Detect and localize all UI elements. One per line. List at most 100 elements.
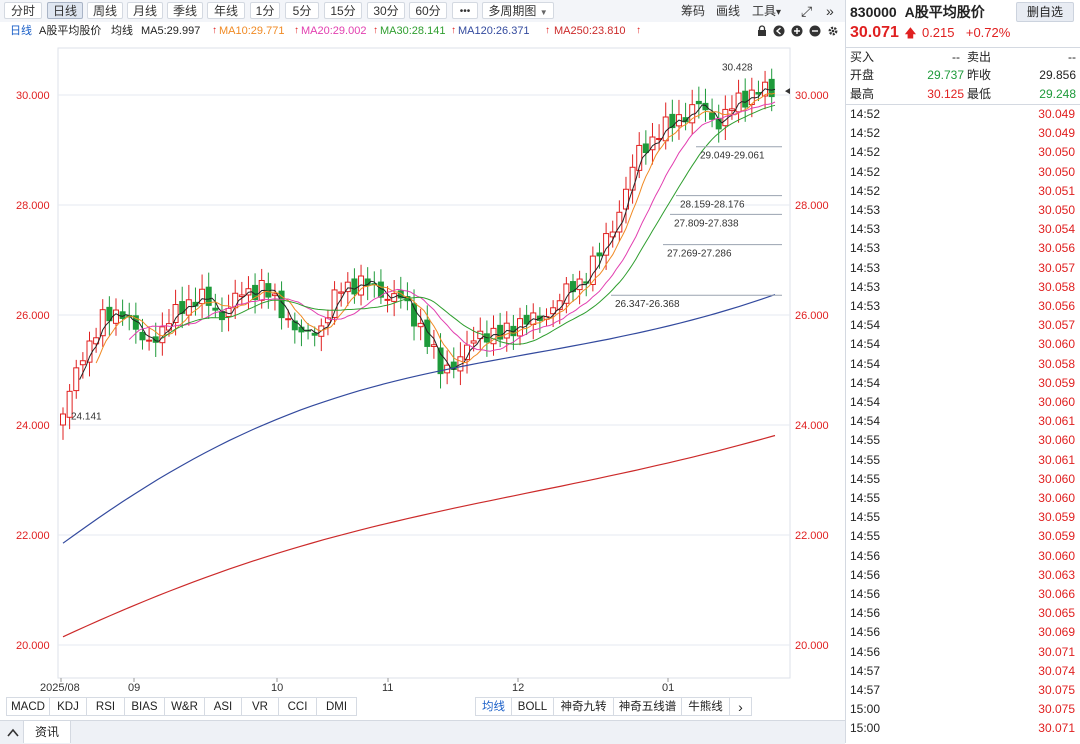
tick-row: 14:52 30.051 [846,182,1080,201]
multi-period-dropdown[interactable]: 多周期图 ▼ [482,2,554,19]
tick-row: 14:56 30.071 [846,643,1080,662]
tick-time: 14:54 [850,356,881,371]
period-button[interactable]: 5分 [285,2,319,19]
tick-row: 14:56 30.060 [846,547,1080,566]
tick-row: 14:54 30.058 [846,355,1080,374]
tools-button[interactable]: 工具▾ [752,0,781,22]
tick-price: 30.060 [1038,395,1075,409]
tick-row: 14:56 30.069 [846,623,1080,642]
indicator-tab[interactable]: W&R [165,697,205,716]
indicator-tab[interactable]: CCI [279,697,317,716]
candle-down [311,332,318,336]
ma-legend: 日线 A股平均股价 均线 MA5:29.997 ↑ MA10:29.771 ↑ … [0,22,845,40]
collapse-panel-icon[interactable]: » [826,3,834,19]
tick-price: 30.059 [1038,375,1075,390]
period-button[interactable]: 15分 [324,2,362,19]
indicator-tab[interactable]: 牛熊线 [682,697,730,716]
tick-row: 14:54 30.060 [846,393,1080,412]
tick-price: 30.059 [1038,529,1075,544]
period-button[interactable]: 月线 [127,2,163,19]
zoom-in-icon[interactable] [791,25,803,37]
x-tick-label: 11 [382,682,393,694]
range-annotation: 26.347-26.368 [615,299,680,310]
candle-down [682,117,689,123]
quote-title: 830000 A股平均股价 [850,2,985,22]
scroll-left-icon[interactable] [773,25,785,37]
period-button-active[interactable]: 日线 [47,2,83,19]
fullscreen-icon[interactable]: ⤢ [801,3,813,19]
candle-up [636,144,643,171]
candle-down [695,100,702,105]
period-button[interactable]: 周线 [87,2,123,19]
tick-time: 14:54 [850,414,881,429]
tick-row: 14:52 30.049 [846,105,1080,124]
candle-up [146,339,153,342]
zoom-out-icon[interactable] [809,25,821,37]
indicator-tab[interactable]: MACD [6,697,50,716]
tick-row: 14:55 30.059 [846,527,1080,546]
multi-period-label: 多周期图 [488,4,537,18]
lock-icon[interactable] [756,25,768,37]
security-name: A股平均股价 [904,4,985,20]
tick-price: 30.058 [1038,356,1075,371]
indicator-tab[interactable]: ASI [205,697,242,716]
indicator-tab[interactable]: 神奇九转 [554,697,614,716]
chevron-up-icon[interactable] [7,728,19,737]
period-button[interactable]: 1分 [250,2,280,19]
kline-chart[interactable]: 30.000 30.000 28.000 28.000 26.000 26.000 24.0… [0,40,845,694]
candle-down [424,319,431,347]
tick-time: 14:52 [850,126,881,141]
candle-down [397,290,404,299]
period-toolbar: 分时 日线 周线 月线 季线 年线 1分 5分 15分 30分 60分 ••• … [0,0,845,23]
period-button[interactable]: 分时 [4,2,42,19]
tick-time: 14:52 [850,164,881,179]
kline-chart-svg[interactable]: 30.000 30.000 28.000 28.000 26.000 26.000 24.0… [0,40,845,694]
up-arrow-icon: ↑ [212,25,217,36]
remove-watchlist-button[interactable]: 删自选 [1016,2,1074,22]
low-value: 29.248 [1039,87,1076,101]
chips-button[interactable]: 筹码 [681,4,706,18]
y-tick-label-left: 28.000 [16,200,50,212]
candle-up [60,413,66,426]
tick-row: 14:53 30.058 [846,278,1080,297]
tick-price: 30.056 [1038,299,1075,313]
tick-price: 30.050 [1038,145,1075,160]
candle-down [351,278,358,295]
tick-time: 14:55 [850,510,881,525]
indicator-tab[interactable]: VR [242,697,279,716]
y-tick-label-left: 24.000 [16,420,50,432]
tick-price: 30.049 [1038,126,1075,141]
tick-row: 14:55 30.060 [846,470,1080,489]
candle-up [629,166,636,191]
candle-down [715,118,722,130]
indicator-tab[interactable]: 神奇五线谱 [614,697,682,716]
more-periods-button[interactable]: ••• [452,2,478,19]
candle-down [497,324,504,340]
candle-down [139,331,146,341]
candle-down [212,307,219,311]
bid-ask-row: 买入 -- 卖出 -- [846,48,1080,67]
y-tick-label-left: 22.000 [16,530,50,542]
tick-price: 30.060 [1038,337,1075,352]
news-tab[interactable]: 资讯 [23,721,71,743]
period-button[interactable]: 30分 [367,2,405,19]
settings-icon[interactable] [827,25,839,37]
indicator-tab[interactable]: KDJ [50,697,87,716]
range-annotation: 28.159-28.176 [680,200,745,211]
period-button[interactable]: 季线 [167,2,203,19]
indicator-tab[interactable]: RSI [87,697,125,716]
period-button[interactable]: 年线 [207,2,245,19]
chevron-right-icon[interactable]: › [730,697,752,716]
indicator-tab[interactable]: BIAS [125,697,165,716]
tick-list[interactable]: 14:52 30.049 14:52 30.049 14:52 30.050 14:52 30… [846,105,1080,743]
price-line: 30.071 🡅 0.215 +0.72% [850,23,1010,43]
ma-type[interactable]: 均线 [111,25,133,37]
indicator-tab-active[interactable]: 均线 [475,697,512,716]
indicator-tab[interactable]: BOLL [512,697,554,716]
indicator-tab[interactable]: DMI [317,697,357,716]
y-tick-label-left: 30.000 [16,90,50,102]
drawing-button[interactable]: 画线 [716,4,741,18]
tick-row: 14:56 30.065 [846,604,1080,623]
x-tick-label: 2025/08 [40,682,80,694]
period-button[interactable]: 60分 [409,2,447,19]
